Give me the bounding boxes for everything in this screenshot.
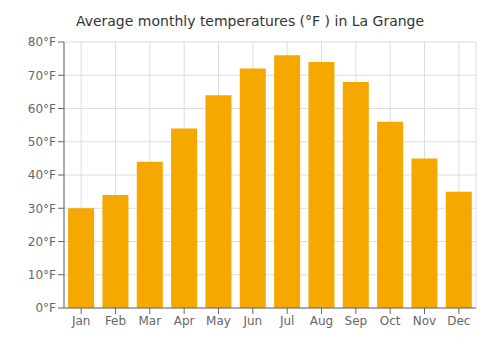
svg-text:Apr: Apr [174, 314, 195, 328]
svg-text:Jul: Jul [279, 314, 294, 328]
svg-text:40°F: 40°F [28, 168, 56, 182]
svg-text:Feb: Feb [105, 314, 126, 328]
svg-text:80°F: 80°F [28, 35, 56, 49]
svg-text:70°F: 70°F [28, 69, 56, 83]
svg-text:May: May [206, 314, 231, 328]
svg-text:20°F: 20°F [28, 235, 56, 249]
svg-text:0°F: 0°F [35, 301, 56, 315]
svg-text:Jun: Jun [242, 314, 262, 328]
svg-text:Dec: Dec [447, 314, 470, 328]
svg-text:Jan: Jan [71, 314, 91, 328]
svg-text:Sep: Sep [345, 314, 368, 328]
svg-text:Oct: Oct [380, 314, 401, 328]
svg-text:10°F: 10°F [28, 268, 56, 282]
svg-text:Aug: Aug [310, 314, 333, 328]
svg-text:60°F: 60°F [28, 102, 56, 116]
svg-text:Nov: Nov [413, 314, 436, 328]
svg-text:50°F: 50°F [28, 135, 56, 149]
html-text:Average monthly temperatures (: Average monthly temperatures (°F ) in La… [75, 13, 425, 29]
svg-text:30°F: 30°F [28, 202, 56, 216]
svg-text:Mar: Mar [139, 314, 162, 328]
